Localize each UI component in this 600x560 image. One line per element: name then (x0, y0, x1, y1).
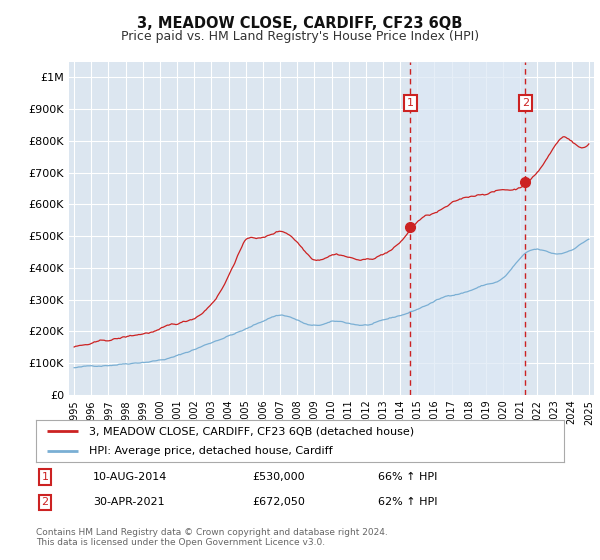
Text: 10-AUG-2014: 10-AUG-2014 (93, 472, 167, 482)
Text: 3, MEADOW CLOSE, CARDIFF, CF23 6QB: 3, MEADOW CLOSE, CARDIFF, CF23 6QB (137, 16, 463, 31)
Text: 2: 2 (41, 497, 49, 507)
Text: £530,000: £530,000 (252, 472, 305, 482)
Text: Contains HM Land Registry data © Crown copyright and database right 2024.
This d: Contains HM Land Registry data © Crown c… (36, 528, 388, 547)
Text: 66% ↑ HPI: 66% ↑ HPI (378, 472, 437, 482)
Text: 1: 1 (41, 472, 49, 482)
Text: 30-APR-2021: 30-APR-2021 (93, 497, 164, 507)
Text: £672,050: £672,050 (252, 497, 305, 507)
Text: 2: 2 (522, 98, 529, 108)
Text: 1: 1 (407, 98, 414, 108)
Bar (410, 62, 526, 395)
Text: 3, MEADOW CLOSE, CARDIFF, CF23 6QB (detached house): 3, MEADOW CLOSE, CARDIFF, CF23 6QB (deta… (89, 426, 414, 436)
Text: HPI: Average price, detached house, Cardiff: HPI: Average price, detached house, Card… (89, 446, 332, 456)
Text: Price paid vs. HM Land Registry's House Price Index (HPI): Price paid vs. HM Land Registry's House … (121, 30, 479, 43)
Text: 62% ↑ HPI: 62% ↑ HPI (378, 497, 437, 507)
